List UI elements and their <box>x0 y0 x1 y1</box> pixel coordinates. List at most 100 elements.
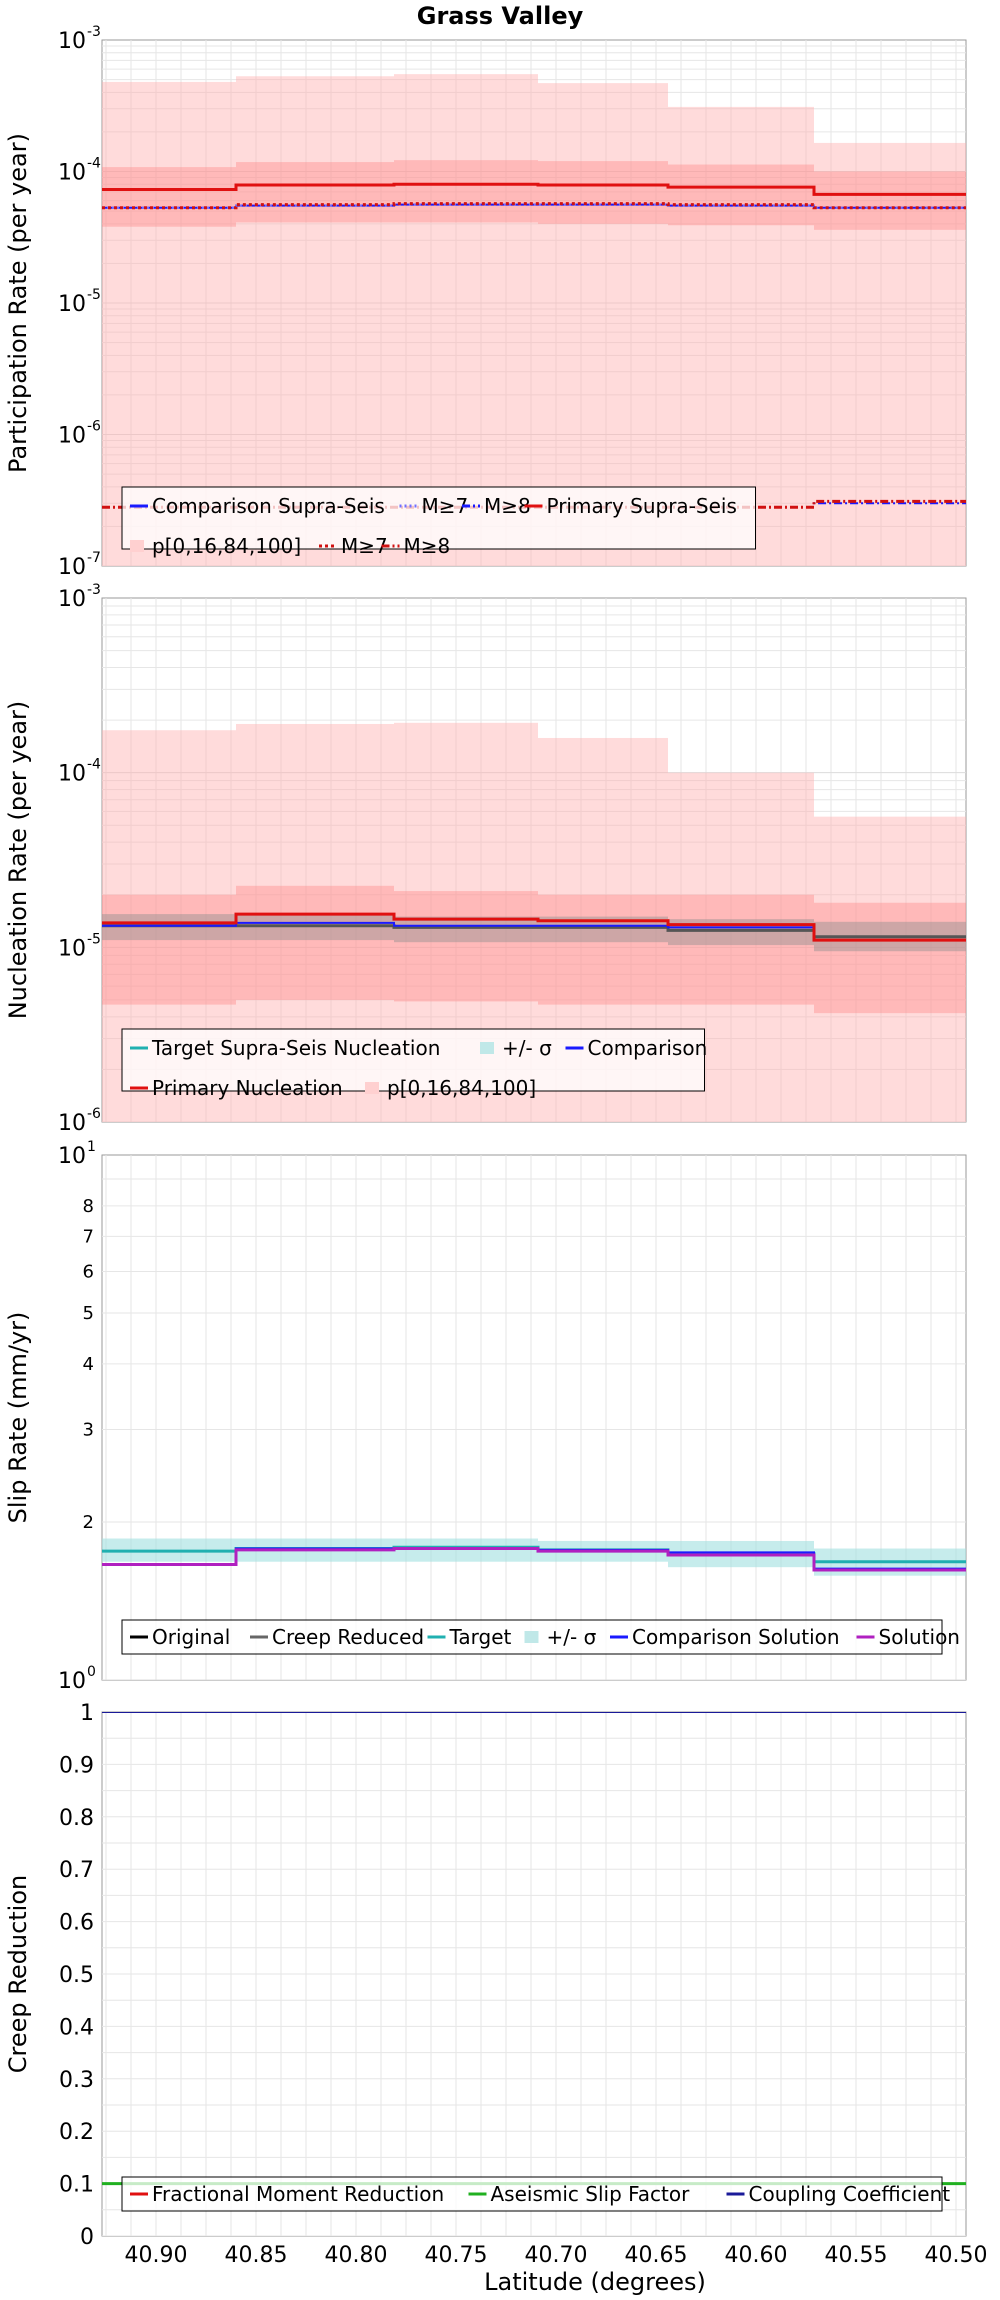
y-minor-tick-label: 4 <box>83 1354 94 1375</box>
band-segment <box>814 142 966 566</box>
y-axis-label: Nucleation Rate (per year) <box>4 701 32 1020</box>
x-tick-label: 40.65 <box>625 2243 688 2268</box>
x-tick-label: 40.60 <box>725 2243 788 2268</box>
y-tick-label: 0.7 <box>59 1858 94 1883</box>
y-tick-label: 10 <box>58 936 86 961</box>
legend-swatch <box>365 1082 379 1094</box>
x-tick-label: 40.80 <box>325 2243 388 2268</box>
chart-title: Grass Valley <box>417 2 584 30</box>
y-axis-label: Slip Rate (mm/yr) <box>4 1312 32 1524</box>
legend-item-label: p[0,16,84,100] <box>387 1076 536 1100</box>
y-tick-exponent: -5 <box>87 287 101 303</box>
y-tick-label: 1 <box>80 1701 94 1726</box>
legend-item-label: p[0,16,84,100] <box>152 534 301 558</box>
band-segment <box>102 81 236 566</box>
band-segment <box>814 902 966 1014</box>
y-tick-label: 0.4 <box>59 2015 94 2040</box>
y-tick-label: 0.3 <box>59 2068 94 2093</box>
legend-box <box>121 1028 705 1092</box>
legend-item-label: Target <box>449 1625 512 1649</box>
plot-content <box>102 1712 966 2236</box>
y-tick-exponent: 0 <box>87 1664 96 1680</box>
y-tick-label: 10 <box>58 161 86 186</box>
y-tick-label: 10 <box>58 555 86 580</box>
y-tick-exponent: -4 <box>87 757 101 773</box>
legend-item-label: Comparison Solution <box>632 1625 840 1649</box>
legend-item-label: Comparison Supra-Seis <box>152 494 385 518</box>
panel-creep: 40.90 40.85 40.80 40.75 40.70 40.65 40.60 40.55… <box>4 1701 987 2268</box>
series-line <box>102 1547 966 1572</box>
plot-content <box>102 40 966 566</box>
band-segment <box>668 164 814 226</box>
band-segment <box>538 894 668 1005</box>
y-tick-label: 10 <box>58 1144 86 1169</box>
legend-box <box>121 2176 943 2212</box>
legend-item-label: M≥7 <box>341 534 388 558</box>
y-tick-label: 0.1 <box>59 2173 94 2198</box>
legend-item-label: Primary Supra-Seis <box>547 494 737 518</box>
legend-item-label: M≥8 <box>404 534 451 558</box>
legend-item-label: +/- σ <box>502 1036 552 1060</box>
x-axis-label: Latitude (degrees) <box>484 2268 706 2296</box>
y-tick-label: 10 <box>58 292 86 317</box>
y-tick-exponent: -6 <box>87 419 101 435</box>
y-tick-exponent: -7 <box>87 550 101 566</box>
x-tick-label: 40.85 <box>225 2243 288 2268</box>
legend-swatch <box>524 1631 539 1643</box>
band-segment <box>538 161 668 224</box>
legend-item-label: M≥7 <box>422 494 469 518</box>
band-segment <box>668 894 814 1005</box>
y-tick-exponent: -3 <box>87 582 101 598</box>
legend-swatch <box>130 540 144 552</box>
y-minor-tick-label: 3 <box>83 1420 94 1441</box>
band-segment <box>668 919 814 946</box>
x-tick-label: 40.75 <box>425 2243 488 2268</box>
legend: Fractional Moment Reduction Aseismic Slip… <box>121 2176 950 2212</box>
y-axis-label: Creep Reduction <box>4 1875 32 2073</box>
legend-swatch <box>480 1042 494 1054</box>
y-minor-tick-label: 6 <box>83 1261 94 1282</box>
series-line <box>102 912 966 942</box>
y-tick-label: 10 <box>58 1669 86 1694</box>
legend: Comparison Supra-Seis M≥7 M≥8 Primary Supra… <box>121 486 756 558</box>
plot-area <box>101 1154 967 1681</box>
x-tick-label: 40.55 <box>825 2243 888 2268</box>
y-tick-label: 0.8 <box>59 1806 94 1831</box>
band-segment <box>236 76 394 566</box>
band-segment <box>394 74 538 566</box>
series-line <box>102 202 966 210</box>
y-tick-label: 10 <box>58 762 86 787</box>
y-minor-tick-label: 5 <box>83 1303 94 1324</box>
legend-item-label: Solution <box>879 1625 960 1649</box>
y-tick-label: 10 <box>58 424 86 449</box>
legend-item-label: Target Supra-Seis Nucleation <box>151 1036 440 1060</box>
y-axis-label: Participation Rate (per year) <box>4 133 32 473</box>
y-tick-exponent: 1 <box>87 1139 96 1155</box>
y-tick-label: 10 <box>58 1111 86 1136</box>
legend-item-label: Aseismic Slip Factor <box>491 2182 691 2206</box>
y-tick-exponent: -3 <box>87 24 101 40</box>
y-tick-label: 0.6 <box>59 1911 94 1936</box>
y-tick-label: 0.2 <box>59 2120 94 2145</box>
band-segment <box>814 816 966 1122</box>
band-segment <box>538 83 668 566</box>
x-tick-label: 40.70 <box>525 2243 588 2268</box>
band-segment <box>814 171 966 230</box>
band-segment <box>394 891 538 1002</box>
band-segment <box>102 894 236 1005</box>
legend-item-label: Comparison <box>588 1036 708 1060</box>
legend: Original Creep Reduced Target +/- σ Comparis… <box>121 1619 960 1655</box>
legend-item-label: +/- σ <box>547 1625 597 1649</box>
y-minor-tick-label: 7 <box>83 1226 94 1247</box>
y-tick-label: 10 <box>58 29 86 54</box>
plot-content <box>102 1155 966 1680</box>
legend-item-label: Primary Nucleation <box>152 1076 343 1100</box>
band-segment <box>394 160 538 223</box>
series-line <box>102 182 966 196</box>
x-tick-label: 40.90 <box>125 2243 188 2268</box>
y-minor-tick-label: 2 <box>83 1512 94 1533</box>
legend-box <box>121 486 756 550</box>
